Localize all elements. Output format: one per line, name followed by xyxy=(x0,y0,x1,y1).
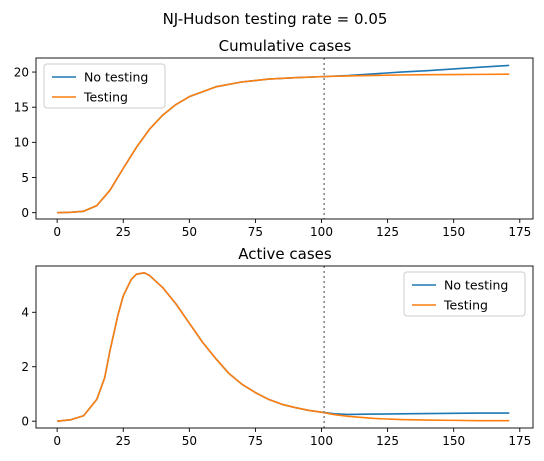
x-tick-label: 25 xyxy=(116,225,131,239)
x-tick-label: 50 xyxy=(182,225,197,239)
x-tick-label: 75 xyxy=(248,434,263,448)
y-tick-label: 5 xyxy=(21,171,29,185)
y-tick-label: 2 xyxy=(21,360,29,374)
plot-frame xyxy=(35,265,534,429)
legend-label: No testing xyxy=(84,70,148,85)
x-tick-label: 125 xyxy=(376,434,399,448)
x-tick-label: 75 xyxy=(248,225,263,239)
series-line-testing xyxy=(57,73,510,214)
series-line-testing xyxy=(57,272,510,422)
x-tick-label: 150 xyxy=(442,434,465,448)
y-tick-label: 20 xyxy=(14,65,29,79)
x-tick-label: 100 xyxy=(310,434,333,448)
chart-2-title: Active cases xyxy=(238,245,332,263)
y-tick-label: 4 xyxy=(21,306,29,320)
figure-suptitle: NJ-Hudson testing rate = 0.05 xyxy=(163,10,388,28)
legend: No testing Testing xyxy=(403,271,526,317)
chart-1-title: Cumulative cases xyxy=(219,37,352,55)
x-tick-label: 25 xyxy=(116,434,131,448)
x-tick-label: 0 xyxy=(53,225,61,239)
x-tick-label: 100 xyxy=(310,225,333,239)
x-tick-label: 175 xyxy=(508,225,531,239)
y-tick-label: 0 xyxy=(21,414,29,428)
legend-label: Testing xyxy=(83,90,128,105)
y-tick-label: 15 xyxy=(14,101,29,115)
legend-label: Testing xyxy=(443,298,488,313)
x-tick-label: 150 xyxy=(442,225,465,239)
legend: No testing Testing xyxy=(43,63,166,109)
x-tick-label: 175 xyxy=(508,434,531,448)
x-tick-label: 0 xyxy=(53,434,61,448)
x-tick-label: 50 xyxy=(182,434,197,448)
plot-frame xyxy=(35,57,534,220)
y-tick-label: 10 xyxy=(14,136,29,150)
cumulative-cases-plot: 0 25 50 75 100 125 150 175 0 5 10 15 20 No testing Tes… xyxy=(14,57,534,239)
legend-label: No testing xyxy=(444,278,508,293)
x-tick-label: 125 xyxy=(376,225,399,239)
active-cases-plot: 0 25 50 75 100 125 150 175 0 2 4 No testing Testing xyxy=(21,265,534,448)
y-tick-label: 0 xyxy=(21,206,29,220)
